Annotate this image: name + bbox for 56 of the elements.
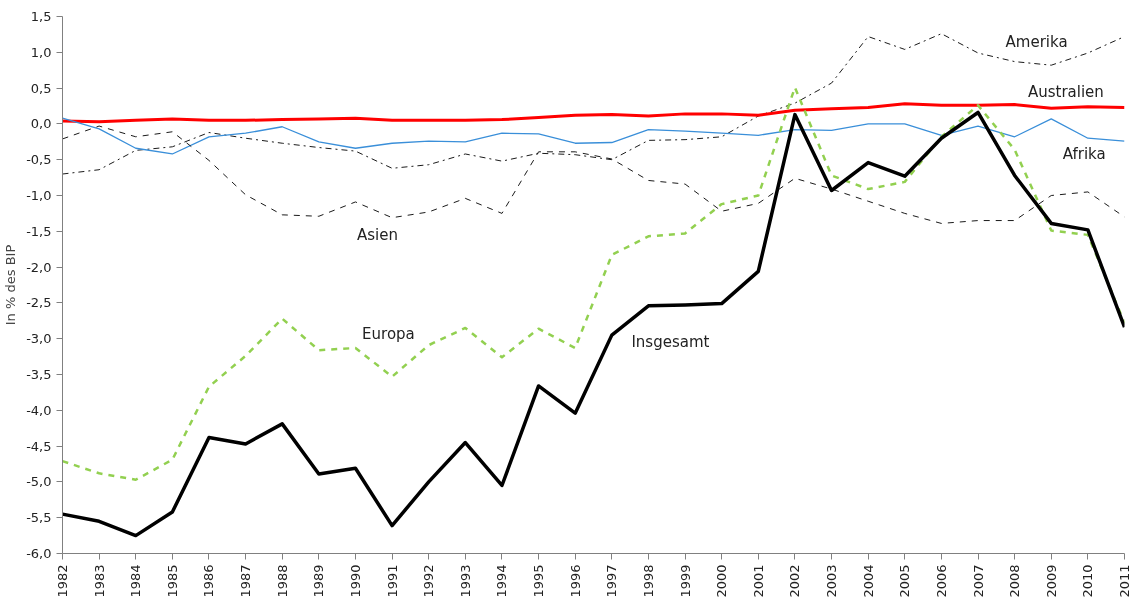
y-tick-label: -3,5 xyxy=(26,367,52,382)
series-label: Australien xyxy=(1027,82,1104,101)
y-axis-title: In % des BIP xyxy=(3,244,19,326)
x-tick-label: 2003 xyxy=(824,564,840,598)
x-tick-label: 2002 xyxy=(787,564,803,598)
x-tick-label: 1990 xyxy=(347,564,363,598)
x-tick-label: 1995 xyxy=(531,564,547,598)
x-tick-label: 2010 xyxy=(1080,564,1096,598)
x-tick-label: 1996 xyxy=(567,564,583,598)
line-series xyxy=(62,110,1125,538)
y-tick-label: -2,5 xyxy=(26,295,52,311)
x-tick-label: 1985 xyxy=(164,564,180,598)
x-tick-label: 2011 xyxy=(1117,564,1132,598)
series-label: Amerika xyxy=(1005,32,1068,51)
x-tick-label: 2000 xyxy=(714,564,730,598)
x-tick-label: 1994 xyxy=(494,564,510,598)
series-label: Afrika xyxy=(1062,144,1106,163)
x-tick-label: 1993 xyxy=(457,564,473,598)
x-tick-label: 2009 xyxy=(1043,564,1059,598)
series-label: Europa xyxy=(362,324,415,343)
x-tick-label: 1991 xyxy=(384,564,400,598)
x-tick-label: 1988 xyxy=(274,564,290,598)
x-tick-label: 1986 xyxy=(201,564,217,598)
y-tick-label: -4,5 xyxy=(26,438,52,454)
x-tick-label: 1997 xyxy=(604,564,620,598)
line-series xyxy=(62,102,1125,124)
y-tick-label: -5,5 xyxy=(26,510,52,526)
x-tick-label: 1984 xyxy=(128,564,144,598)
x-tick-label: 1987 xyxy=(238,564,254,598)
x-tick-label: 2005 xyxy=(897,564,913,598)
x-tick-label: 2008 xyxy=(1007,564,1023,598)
y-tick-label: 1,5 xyxy=(30,9,52,24)
y-tick-label: -1,5 xyxy=(26,223,52,239)
y-tick-label: 0,0 xyxy=(30,116,52,132)
x-tick-label: 2001 xyxy=(750,564,766,598)
y-tick-label: 0,5 xyxy=(30,80,52,96)
y-tick-label: -6,0 xyxy=(26,546,52,561)
x-tick-label: 2007 xyxy=(970,564,986,598)
x-tick-label: 1989 xyxy=(311,564,327,598)
y-tick-label: -4,0 xyxy=(26,402,52,418)
x-tick-label: 1999 xyxy=(677,564,693,598)
x-tick-label: 1983 xyxy=(91,564,107,598)
x-tick-label: 1992 xyxy=(421,564,437,598)
y-tick-label: -1,0 xyxy=(26,188,52,203)
x-tick-label: 2004 xyxy=(860,564,876,598)
series-label: Asien xyxy=(356,225,398,244)
y-tick-label: 1,0 xyxy=(30,44,52,60)
x-tick-label: 1998 xyxy=(640,564,656,598)
y-tick-label: -3,0 xyxy=(26,331,52,347)
y-tick-label: -0,5 xyxy=(26,152,52,168)
y-tick-label: -2,0 xyxy=(26,259,52,275)
x-tick-label: 2006 xyxy=(933,564,949,598)
x-tick-label: 1982 xyxy=(55,564,70,598)
line-series xyxy=(62,86,1125,481)
series-label: Insgesamt xyxy=(631,333,710,352)
y-tick-label: -5,0 xyxy=(26,474,52,490)
